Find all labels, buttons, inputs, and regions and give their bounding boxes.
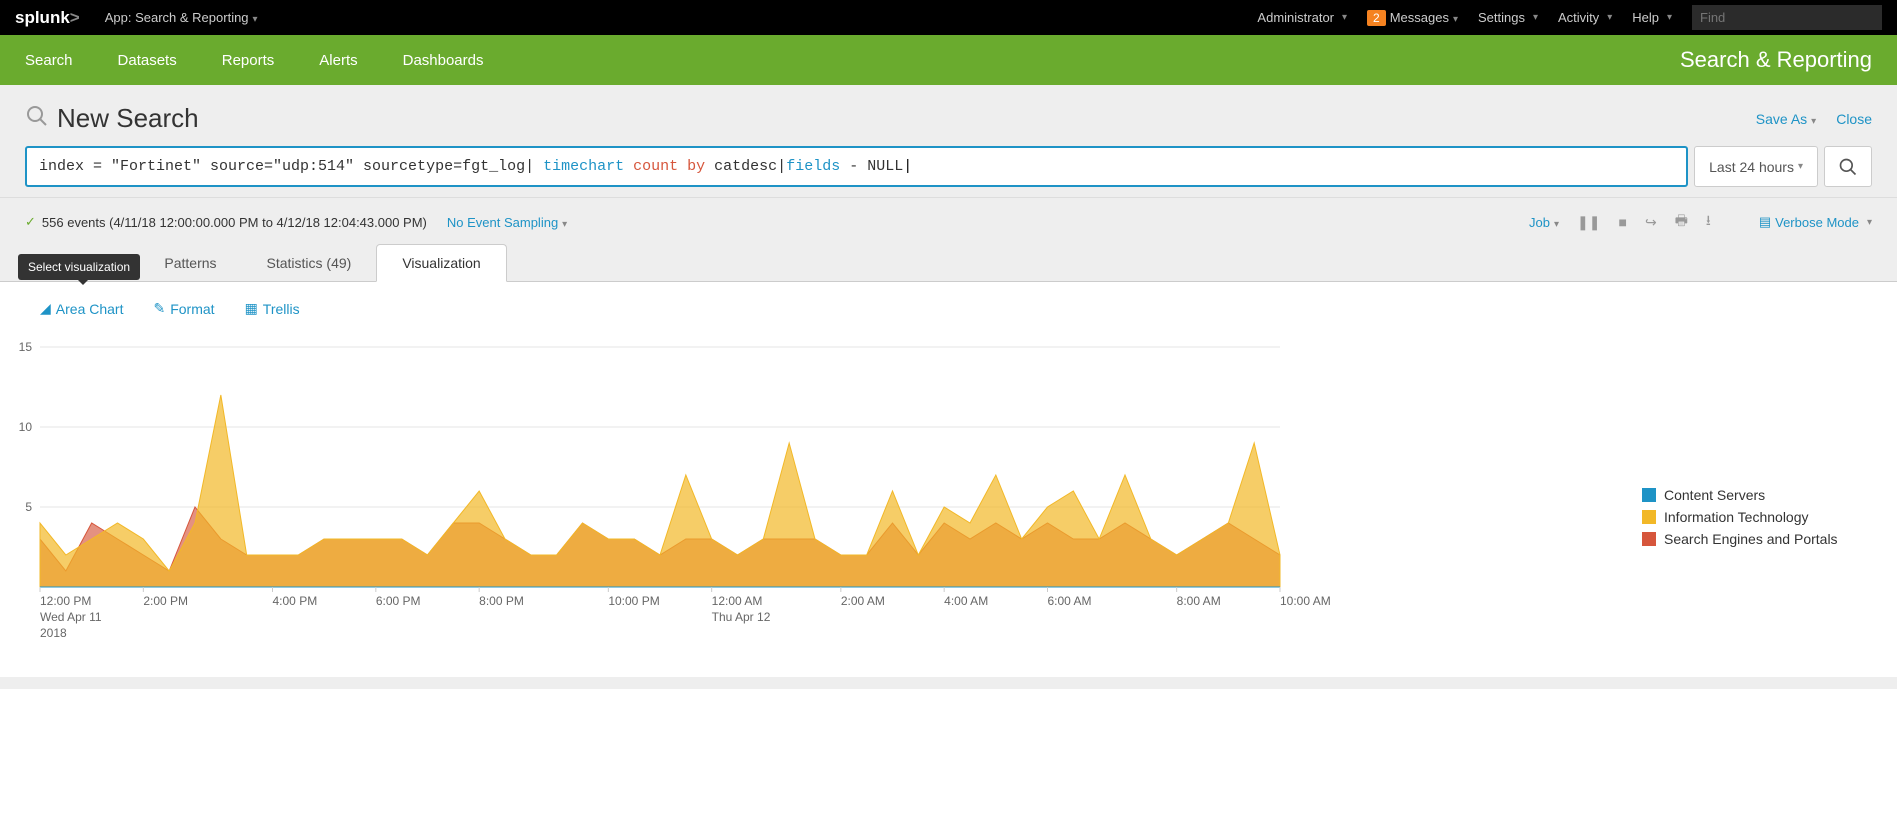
run-search-button[interactable] (1824, 146, 1872, 187)
tab-statistics[interactable]: Statistics (49) (242, 244, 377, 281)
area-chart-svg: 5 10 15 12:00 PM Wed Apr 11 2018 2:00 PM 4:00 P… (10, 337, 1642, 657)
legend-item[interactable]: Search Engines and Portals (1642, 531, 1872, 547)
format-button[interactable]: ✎Format (153, 300, 214, 317)
chart-area: 5 10 15 12:00 PM Wed Apr 11 2018 2:00 PM 4:00 P… (0, 327, 1897, 677)
svg-text:10:00 PM: 10:00 PM (608, 594, 659, 608)
close-button[interactable]: Close (1836, 111, 1872, 127)
legend-swatch (1642, 532, 1656, 546)
search-query-input[interactable]: index = "Fortinet" source="udp:514" sour… (25, 146, 1688, 187)
result-tabs: Select visualization Events (556) Patter… (0, 244, 1897, 282)
svg-text:4:00 PM: 4:00 PM (273, 594, 318, 608)
svg-text:6:00 AM: 6:00 AM (1048, 594, 1092, 608)
svg-text:2018: 2018 (40, 626, 67, 640)
nav-search[interactable]: Search (25, 52, 73, 69)
search-icon (25, 104, 49, 134)
svg-text:10: 10 (19, 420, 33, 434)
svg-text:5: 5 (25, 500, 32, 514)
trellis-button[interactable]: ▦Trellis (245, 300, 300, 317)
svg-text:2:00 AM: 2:00 AM (841, 594, 885, 608)
svg-text:8:00 AM: 8:00 AM (1177, 594, 1221, 608)
format-icon: ✎ (153, 300, 165, 317)
nav-dashboards[interactable]: Dashboards (403, 52, 484, 69)
legend-item[interactable]: Information Technology (1642, 509, 1872, 525)
top-bar: splunk> App: Search & Reporting Administ… (0, 0, 1897, 35)
legend-label: Content Servers (1664, 487, 1765, 503)
app-title: Search & Reporting (1680, 47, 1872, 73)
verbose-icon: ▤ (1759, 214, 1771, 230)
svg-text:Thu Apr 12: Thu Apr 12 (712, 610, 771, 624)
splunk-logo: splunk> (15, 8, 80, 28)
svg-text:12:00 PM: 12:00 PM (40, 594, 91, 608)
settings-menu[interactable]: Settings (1478, 10, 1538, 25)
svg-text:10:00 AM: 10:00 AM (1280, 594, 1331, 608)
select-viz-tooltip: Select visualization (18, 254, 140, 280)
job-menu[interactable]: Job (1529, 215, 1559, 230)
search-mode-menu[interactable]: ▤Verbose Mode (1759, 214, 1872, 230)
search-area: New Search Save As Close index = "Fortin… (0, 85, 1897, 198)
svg-text:12:00 AM: 12:00 AM (712, 594, 763, 608)
messages-menu[interactable]: 2Messages (1367, 10, 1458, 26)
area-chart-icon: ◢ (40, 300, 51, 317)
export-icon[interactable]: ⭳ (1706, 210, 1711, 234)
chart-legend: Content Servers Information Technology Sea… (1642, 337, 1872, 657)
find-input[interactable] (1692, 5, 1882, 30)
nav-alerts[interactable]: Alerts (319, 52, 357, 69)
app-nav-bar: Search Datasets Reports Alerts Dashboard… (0, 35, 1897, 85)
legend-item[interactable]: Content Servers (1642, 487, 1872, 503)
page-title: New Search (25, 103, 199, 134)
pause-icon[interactable]: ❚❚ (1577, 214, 1600, 231)
messages-badge: 2 (1367, 10, 1386, 26)
legend-swatch (1642, 510, 1656, 524)
svg-text:8:00 PM: 8:00 PM (479, 594, 524, 608)
svg-text:Wed Apr 11: Wed Apr 11 (40, 610, 102, 624)
tab-visualization[interactable]: Visualization (376, 244, 506, 282)
app-selector[interactable]: App: Search & Reporting (105, 10, 258, 25)
save-as-button[interactable]: Save As (1756, 111, 1816, 127)
svg-text:2:00 PM: 2:00 PM (143, 594, 188, 608)
status-bar: ✓ 556 events (4/11/18 12:00:00.000 PM to… (0, 198, 1897, 244)
svg-text:15: 15 (19, 340, 33, 354)
tab-patterns[interactable]: Patterns (139, 244, 241, 281)
event-count-info: 556 events (4/11/18 12:00:00.000 PM to 4… (42, 215, 427, 230)
administrator-menu[interactable]: Administrator (1257, 10, 1347, 25)
help-menu[interactable]: Help (1632, 10, 1672, 25)
activity-menu[interactable]: Activity (1558, 10, 1612, 25)
legend-label: Information Technology (1664, 509, 1809, 525)
svg-text:4:00 AM: 4:00 AM (944, 594, 988, 608)
trellis-icon: ▦ (245, 300, 258, 317)
share-icon[interactable]: ↪ (1645, 214, 1657, 231)
time-range-picker[interactable]: Last 24 hours (1694, 146, 1818, 187)
nav-datasets[interactable]: Datasets (118, 52, 177, 69)
check-icon: ✓ (25, 214, 36, 230)
viz-toolbar: ◢Area Chart ✎Format ▦Trellis (0, 282, 1897, 327)
legend-label: Search Engines and Portals (1664, 531, 1838, 547)
chart-type-picker[interactable]: ◢Area Chart (40, 300, 123, 317)
legend-swatch (1642, 488, 1656, 502)
footer-strip (0, 677, 1897, 689)
stop-icon[interactable]: ■ (1619, 214, 1627, 230)
nav-reports[interactable]: Reports (222, 52, 275, 69)
event-sampling-menu[interactable]: No Event Sampling (447, 215, 567, 230)
print-icon[interactable]: 🖶 (1675, 210, 1688, 234)
svg-text:6:00 PM: 6:00 PM (376, 594, 421, 608)
